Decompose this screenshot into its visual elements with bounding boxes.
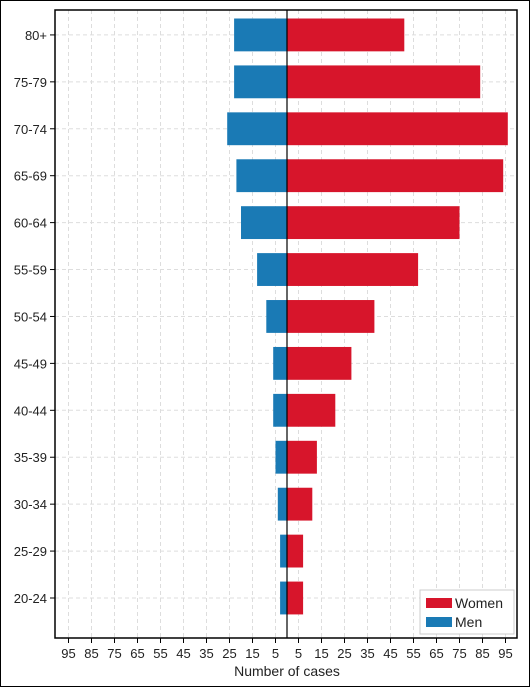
bar-men-20-24	[280, 581, 287, 615]
y-tick-label: 50-54	[14, 309, 47, 324]
legend-label-men: Men	[455, 614, 482, 630]
y-tick-label: 60-64	[14, 216, 47, 231]
axes	[50, 9, 518, 643]
bar-men-40-44	[273, 393, 287, 427]
bars	[227, 18, 508, 615]
bar-men-65-69	[236, 159, 287, 193]
legend-swatch-women	[426, 598, 452, 608]
x-tick-label: 15	[314, 646, 328, 661]
x-tick-label: 55	[153, 646, 167, 661]
bar-men-75-79	[234, 65, 287, 99]
bar-women-40-44	[287, 393, 336, 427]
y-tick-label: 70-74	[14, 122, 47, 137]
bar-women-55-59	[287, 253, 419, 286]
bar-men-35-39	[275, 440, 287, 474]
bar-women-30-34	[287, 487, 313, 521]
x-tick-label: 35	[360, 646, 374, 661]
tick-labels: 95 85 75 65 55 45 35 25 15 5 5 15 25 35 45 55 65 75 85 9520…	[14, 28, 513, 661]
bar-women-50-54	[287, 300, 375, 333]
x-tick-label: 75	[107, 646, 121, 661]
bar-men-45-49	[273, 346, 287, 380]
bar-women-35-39	[287, 440, 317, 474]
x-tick-label: 95	[498, 646, 512, 661]
y-tick-label: 80+	[25, 28, 47, 43]
x-axis-title: Number of cases	[234, 663, 340, 679]
legend-label-women: Women	[455, 595, 503, 611]
x-tick-label: 25	[222, 646, 236, 661]
x-tick-label: 55	[406, 646, 420, 661]
y-tick-label: 25-29	[14, 544, 47, 559]
plot-border	[54, 9, 518, 639]
x-tick-label: 65	[130, 646, 144, 661]
y-tick-label: 40-44	[14, 403, 47, 418]
bar-women-70-74	[287, 112, 508, 146]
y-tick-label: 45-49	[14, 356, 47, 371]
bar-women-60-64	[287, 206, 460, 240]
x-tick-label: 45	[176, 646, 190, 661]
y-tick-label: 75-79	[14, 75, 47, 90]
y-tick-label: 35-39	[14, 450, 47, 465]
bar-men-55-59	[257, 253, 287, 286]
x-tick-label: 5	[295, 646, 302, 661]
bar-women-75-79	[287, 65, 481, 99]
bar-women-65-69	[287, 159, 504, 193]
bar-women-20-24	[287, 581, 304, 615]
x-tick-label: 35	[199, 646, 213, 661]
bar-men-70-74	[227, 112, 287, 146]
x-tick-label: 15	[245, 646, 259, 661]
y-tick-label: 65-69	[14, 169, 47, 184]
x-tick-label: 75	[452, 646, 466, 661]
bar-men-25-29	[280, 534, 287, 568]
x-tick-label: 85	[475, 646, 489, 661]
bar-men-30-34	[277, 487, 287, 521]
y-tick-label: 55-59	[14, 263, 47, 278]
bar-men-80+	[234, 18, 287, 52]
legend-swatch-men	[426, 617, 452, 627]
legend: Women Men	[419, 589, 515, 635]
x-tick-label: 95	[61, 646, 75, 661]
x-tick-label: 65	[429, 646, 443, 661]
bar-women-25-29	[287, 534, 304, 568]
y-tick-label: 20-24	[14, 591, 47, 606]
x-tick-label: 45	[383, 646, 397, 661]
bar-men-60-64	[241, 206, 287, 240]
bar-women-45-49	[287, 346, 352, 380]
bar-women-80+	[287, 18, 405, 52]
y-tick-label: 30-34	[14, 497, 47, 512]
x-tick-label: 5	[272, 646, 279, 661]
x-tick-label: 85	[84, 646, 98, 661]
x-tick-label: 25	[337, 646, 351, 661]
bar-men-50-54	[266, 300, 287, 333]
